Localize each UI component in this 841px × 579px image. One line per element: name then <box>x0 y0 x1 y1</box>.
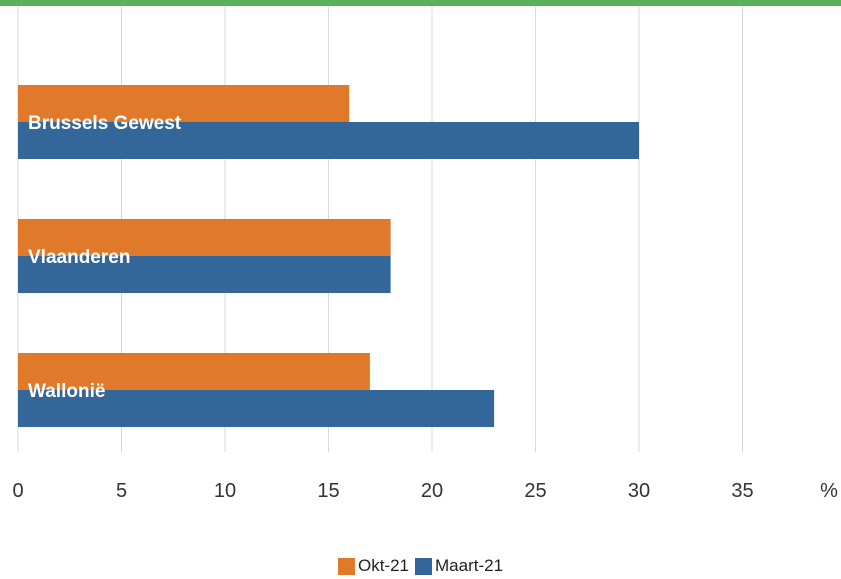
x-tick-label-20: 20 <box>421 480 443 502</box>
legend-item-okt: Okt-21 <box>337 556 409 576</box>
legend-swatch-maart <box>415 557 432 575</box>
category-label-1: Vlaanderen <box>28 247 130 268</box>
x-tick-label-5: 5 <box>116 480 127 502</box>
x-tick-label-30: 30 <box>628 480 650 502</box>
bar-maart-21-1 <box>18 256 391 293</box>
x-tick-label-10: 10 <box>214 480 236 502</box>
x-tick-label-25: 25 <box>524 480 546 502</box>
bar-maart-21-0 <box>18 122 639 159</box>
legend-item-maart: Maart-21 <box>415 556 503 576</box>
bar-okt-21-2 <box>18 353 370 390</box>
bar-maart-21-2 <box>18 390 495 427</box>
bar-okt-21-0 <box>18 85 350 122</box>
top-accent-bar <box>0 0 841 6</box>
legend: Okt-21 Maart-21 <box>0 556 841 576</box>
x-tick-label-0: 0 <box>12 480 23 502</box>
bar-okt-21-1 <box>18 219 391 256</box>
category-label-0: Brussels Gewest <box>28 113 182 134</box>
category-label-2: Wallonië <box>28 381 105 402</box>
bar-chart: Brussels Gewest Vlaanderen Wallonië 0 5 10 15 2… <box>12 6 838 502</box>
x-tick-label-15: 15 <box>317 480 339 502</box>
x-unit-label: % <box>820 480 838 502</box>
legend-swatch-okt <box>337 557 355 575</box>
legend-label-maart: Maart-21 <box>435 556 504 575</box>
x-tick-label-35: 35 <box>731 480 753 502</box>
legend-label-okt: Okt-21 <box>357 556 409 575</box>
